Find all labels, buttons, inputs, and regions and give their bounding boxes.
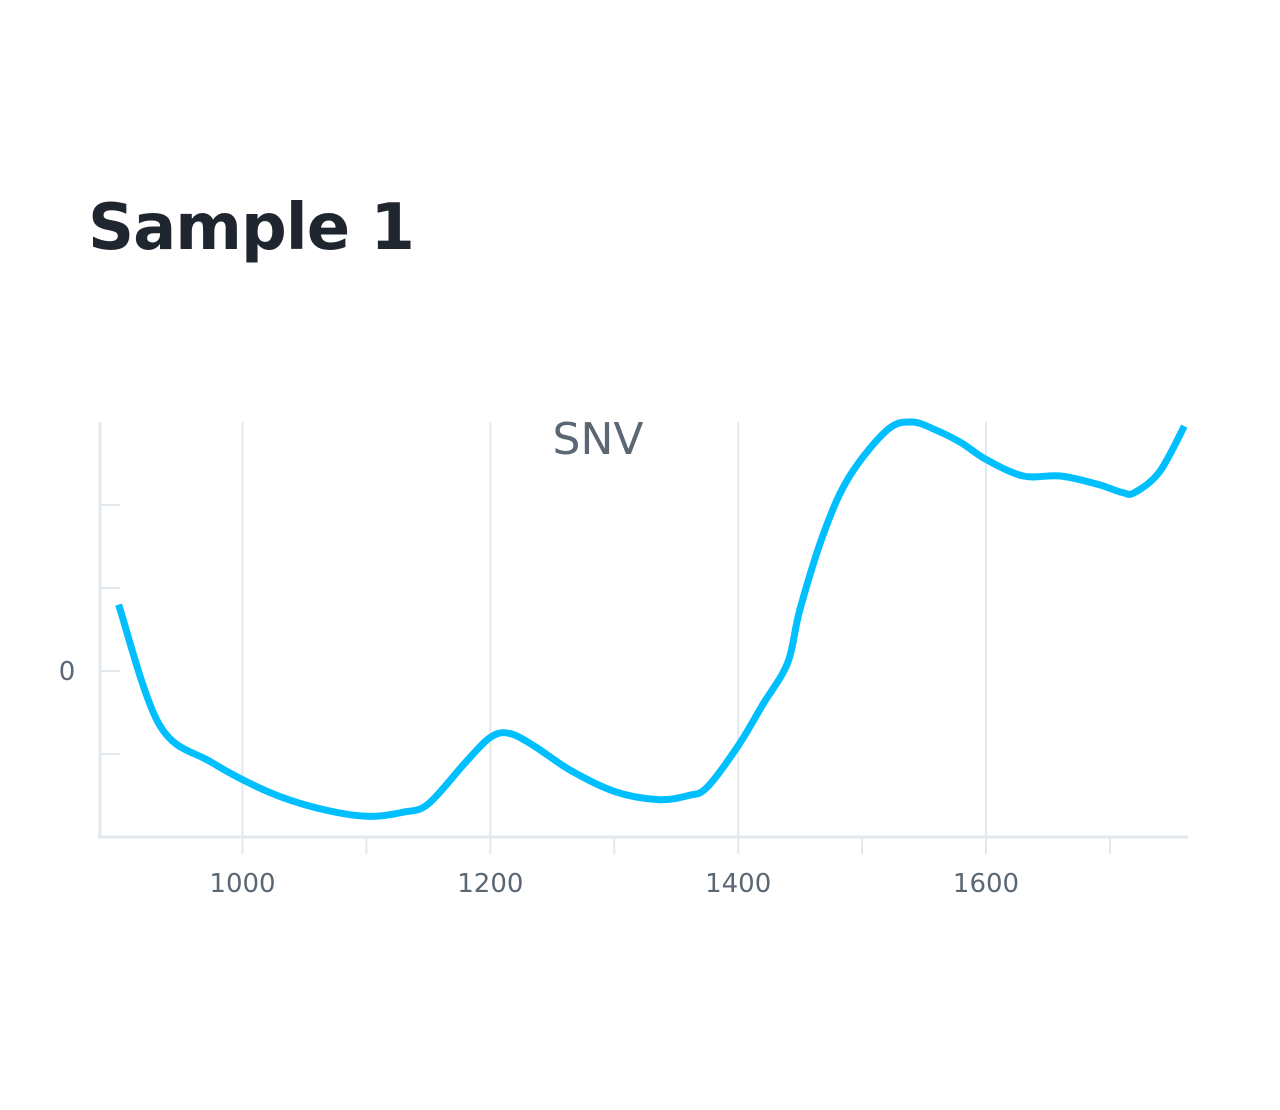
x-tick-label: 1200	[457, 869, 523, 899]
grid-lines	[241, 422, 988, 837]
page-title: Sample 1	[88, 191, 415, 265]
series-layer	[115, 418, 1188, 820]
x-tick-label: 1000	[209, 869, 275, 899]
axes	[98, 422, 1188, 839]
x-tick-label: 1400	[705, 869, 771, 899]
snv-series-line	[115, 418, 1188, 820]
axis-ticks: 1000 1200 1400 1600 0	[59, 504, 1111, 899]
x-tick-label: 1600	[953, 869, 1019, 899]
chart-title: SNV	[553, 414, 644, 465]
y-tick-label: 0	[59, 657, 76, 687]
